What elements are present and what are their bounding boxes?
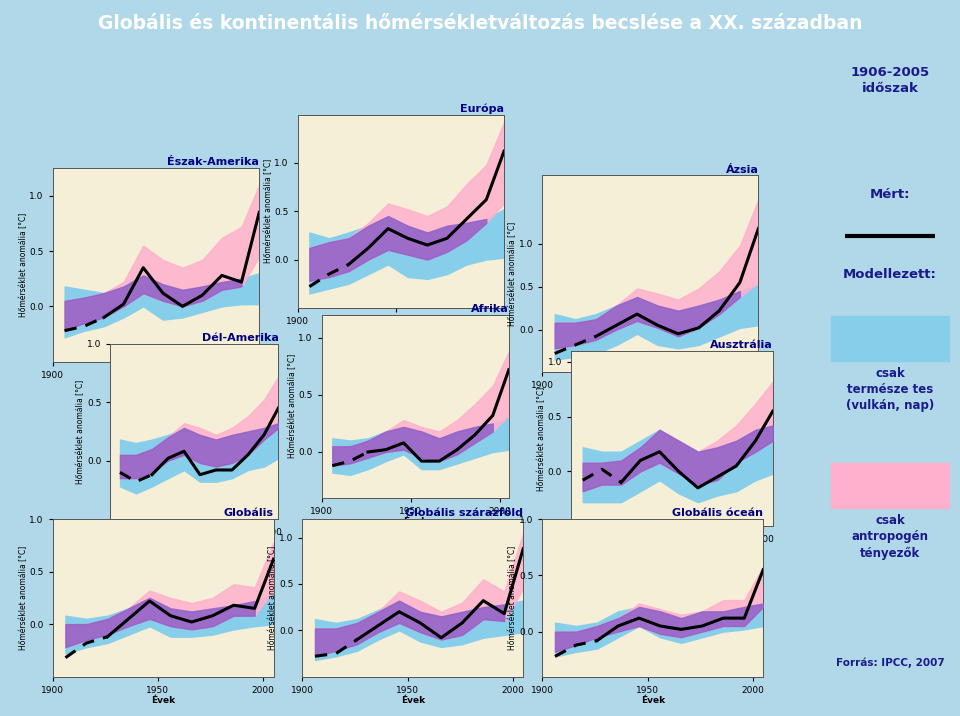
- X-axis label: Évek: Évek: [400, 696, 425, 705]
- X-axis label: Évek: Évek: [389, 327, 413, 337]
- Y-axis label: Hőmérséklet anomália [°C]: Hőmérséklet anomália [°C]: [509, 222, 517, 326]
- Text: Ausztrália: Ausztrália: [710, 340, 773, 350]
- Text: Modellezett:: Modellezett:: [843, 268, 937, 281]
- Text: Globális szárazföld: Globális szárazföld: [405, 508, 523, 518]
- Text: 1906-2005
időszak: 1906-2005 időszak: [851, 66, 929, 95]
- X-axis label: Évek: Évek: [144, 381, 168, 390]
- Text: Forrás: IPCC, 2007: Forrás: IPCC, 2007: [835, 657, 945, 668]
- Text: ©IPCC 2007: WG1-AR4: ©IPCC 2007: WG1-AR4: [749, 208, 758, 321]
- Y-axis label: Hőmérséklet anomália [°C]: Hőmérséklet anomália [°C]: [269, 546, 277, 650]
- X-axis label: Évek: Évek: [640, 696, 665, 705]
- Y-axis label: Hőmérséklet anomália [°C]: Hőmérséklet anomália [°C]: [77, 379, 85, 483]
- FancyBboxPatch shape: [831, 316, 948, 361]
- Y-axis label: Hőmérséklet anomália [°C]: Hőmérséklet anomália [°C]: [538, 387, 546, 490]
- Text: Észak-Amerika: Észak-Amerika: [167, 158, 259, 168]
- Y-axis label: Hőmérséklet anomália [°C]: Hőmérséklet anomália [°C]: [19, 546, 28, 650]
- Text: Globális óceán: Globális óceán: [672, 508, 763, 518]
- Y-axis label: Hőmérséklet anomália [°C]: Hőmérséklet anomália [°C]: [509, 546, 517, 650]
- X-axis label: Évek: Évek: [182, 538, 206, 548]
- Y-axis label: Hőmérséklet anomália [°C]: Hőmérséklet anomália [°C]: [19, 213, 28, 317]
- Text: csak
antropogén
tényezők: csak antropogén tényezők: [852, 514, 928, 559]
- Text: Európa: Európa: [460, 103, 504, 114]
- Text: Mért:: Mért:: [870, 188, 910, 200]
- X-axis label: Évek: Évek: [638, 392, 662, 401]
- Text: Globális és kontinentális hőmérsékletváltozás becslése a XX. században: Globális és kontinentális hőmérsékletvál…: [98, 14, 862, 33]
- X-axis label: Évek: Évek: [660, 546, 684, 555]
- FancyBboxPatch shape: [831, 463, 948, 508]
- X-axis label: Évek: Évek: [151, 696, 176, 705]
- Text: Dél-Amerika: Dél-Amerika: [202, 333, 278, 343]
- Text: Globális: Globális: [224, 508, 274, 518]
- Text: Ázsia: Ázsia: [726, 165, 758, 175]
- X-axis label: Évek: Évek: [403, 517, 427, 526]
- Y-axis label: Hőmérséklet anomália [°C]: Hőmérséklet anomália [°C]: [264, 159, 273, 263]
- Text: Afrika: Afrika: [471, 304, 509, 314]
- Y-axis label: Hőmérséklet anomália [°C]: Hőmérséklet anomália [°C]: [288, 354, 297, 458]
- Text: csak
természe tes
(vulkán, nap): csak természe tes (vulkán, nap): [846, 367, 934, 412]
